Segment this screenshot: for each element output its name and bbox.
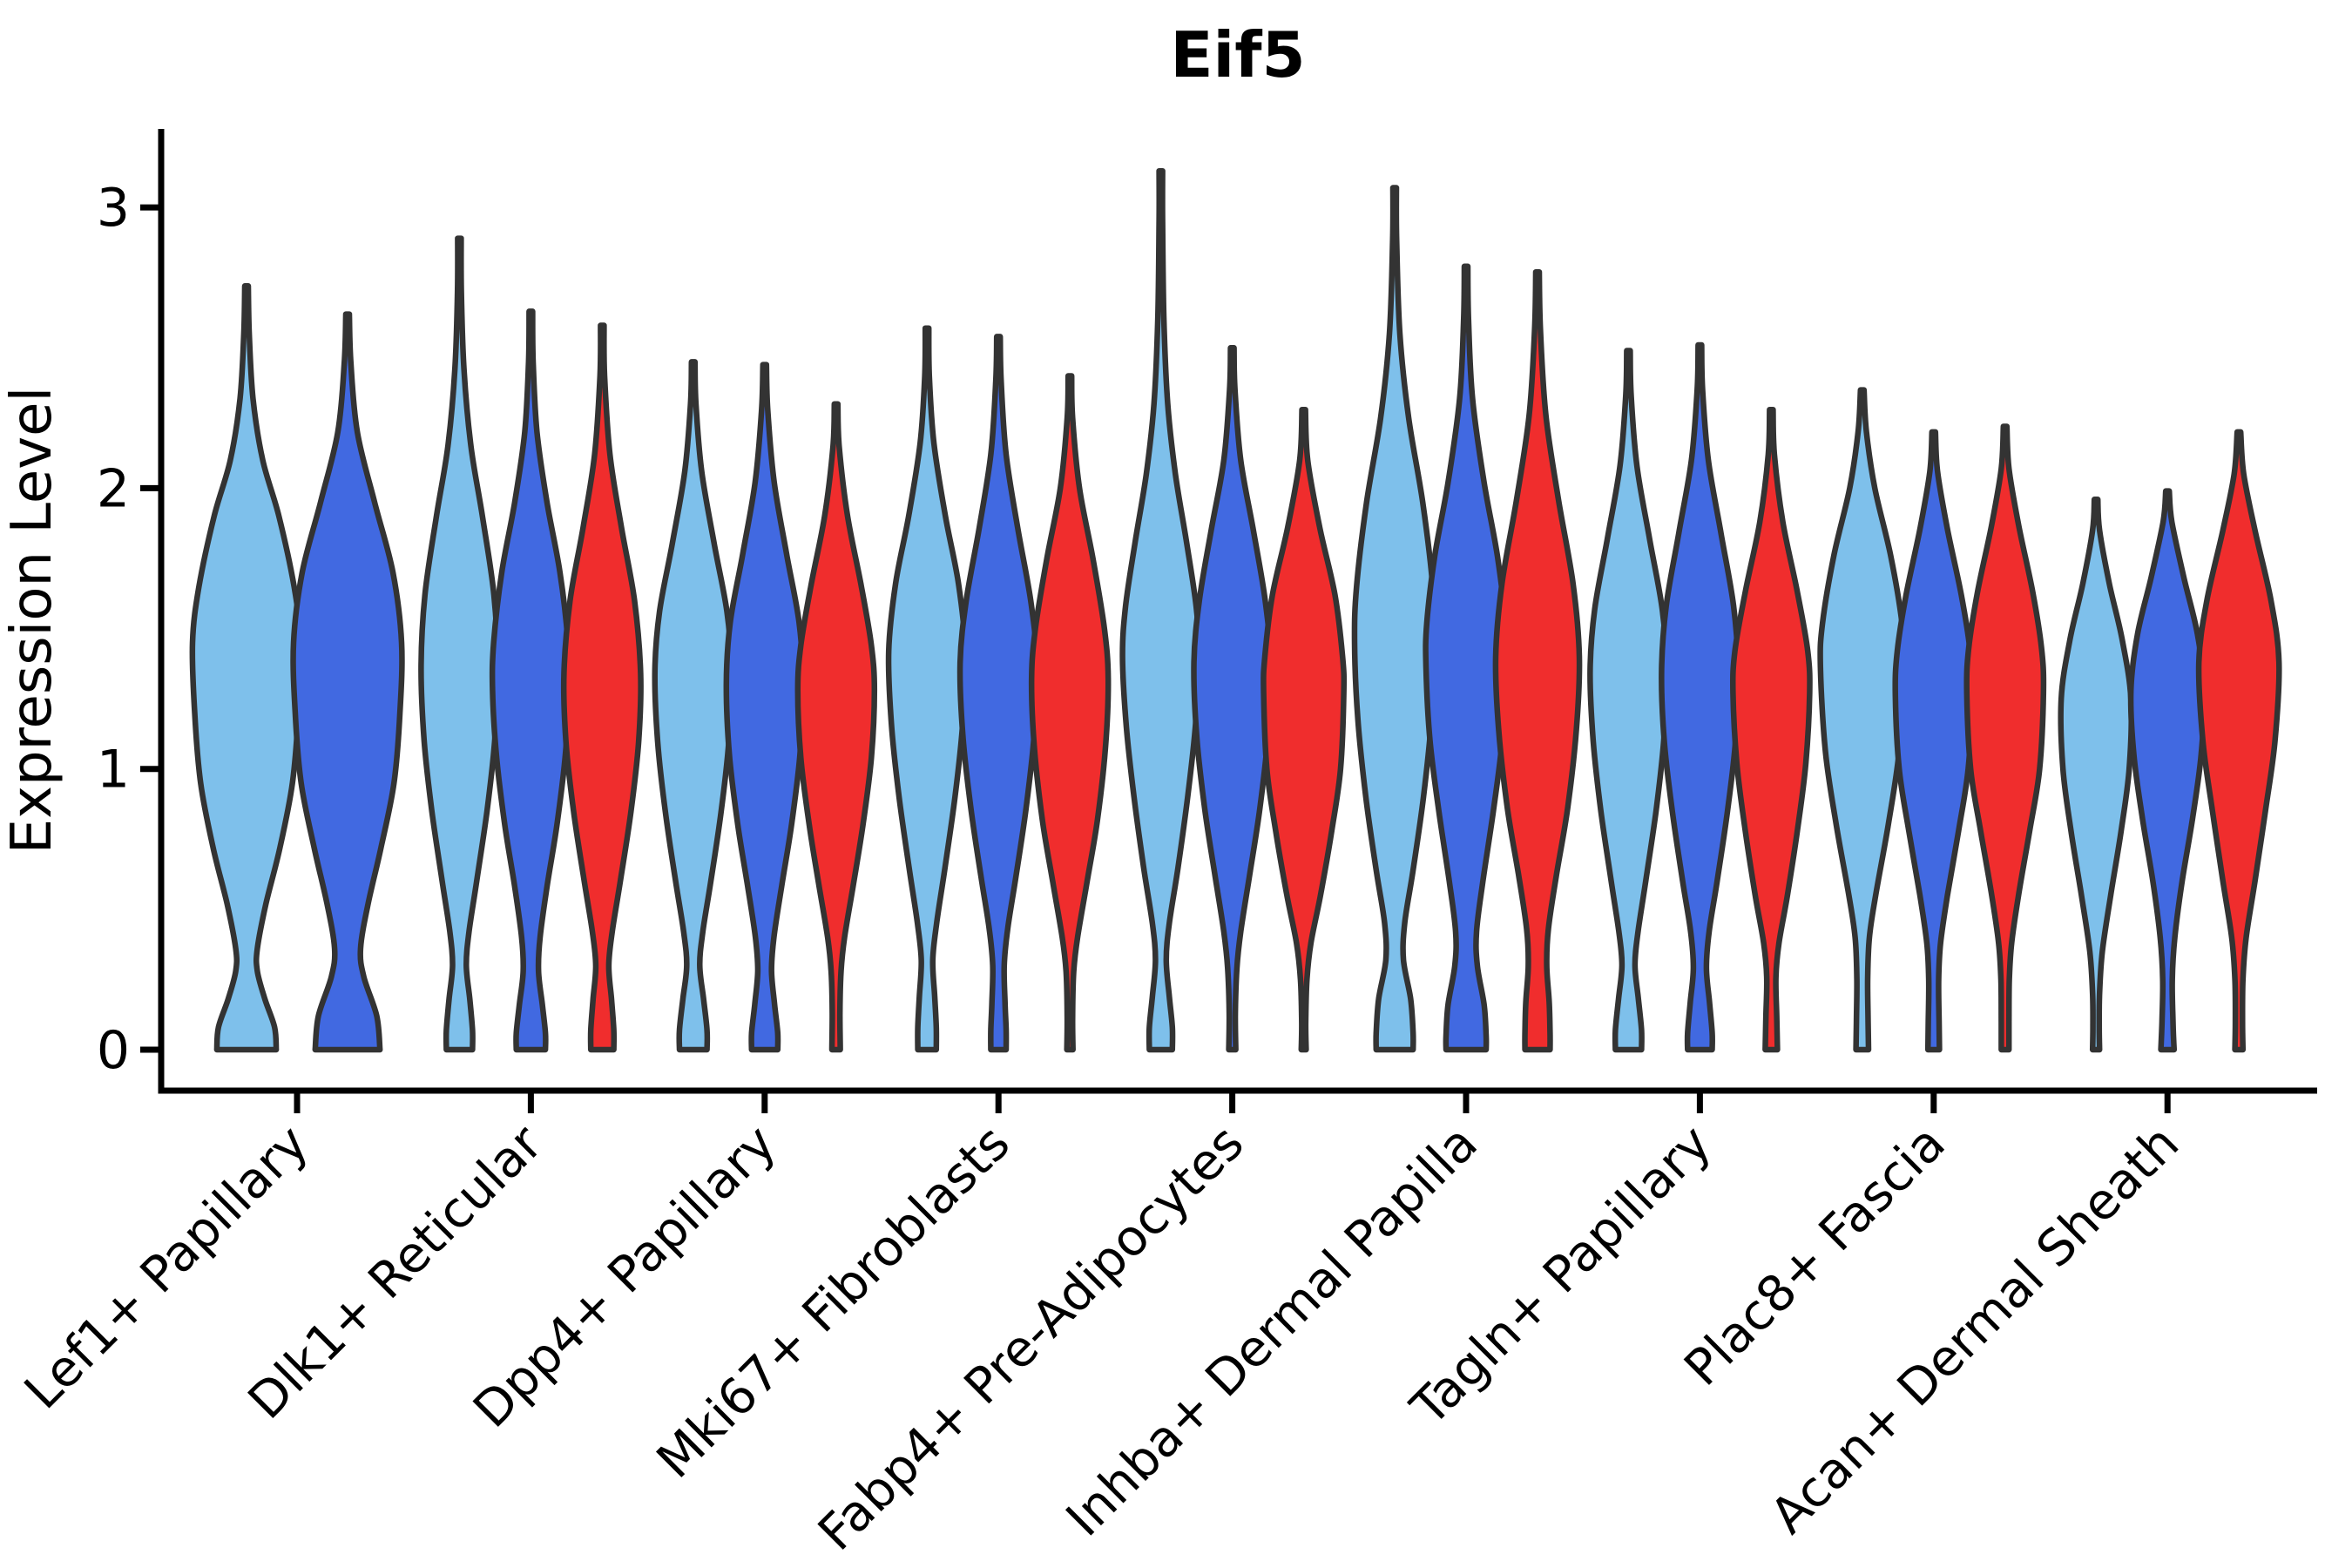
violin-dlk1-reticular-royalblue [489,308,572,1053]
y-tick-label-2: 2 [97,458,130,519]
y-tick-label-0: 0 [97,1020,130,1081]
violin-group-dpp4-papillary [652,359,878,1053]
chart-title: Eif5 [1170,18,1305,91]
violin-fabp4-pre-adipocytes-skyblue [1119,167,1202,1053]
y-axis-label: Expression Level [0,387,64,855]
violin-fabp4-pre-adipocytes-royalblue [1191,345,1274,1053]
violin-group-acan-dermal-sheath [2058,429,2282,1053]
violin-dpp4-papillary-royalblue [723,362,807,1053]
violin-inhba-dermal-papilla-red [1492,268,1583,1053]
violin-group-dlk1-reticular [418,235,644,1053]
violin-acan-dermal-sheath-royalblue [2127,488,2207,1053]
violin-plac8-fascia-royalblue [1892,429,1976,1053]
violin-inhba-dermal-papilla-skyblue [1351,185,1438,1053]
violin-acan-dermal-sheath-skyblue [2058,497,2134,1053]
violin-group-inhba-dermal-papilla [1351,185,1583,1053]
violin-dlk1-reticular-red [560,322,644,1053]
violin-mki67-fibroblasts-skyblue [885,325,969,1053]
violin-acan-dermal-sheath-red [2195,429,2282,1053]
violin-group-lef1-papillary [189,283,405,1053]
violin-group-plac8-fascia [1817,387,2047,1053]
violin-tagln-papillary-skyblue [1587,348,1670,1053]
violin-lef1-papillary-skyblue [189,283,304,1053]
violin-dlk1-reticular-skyblue [418,235,501,1053]
violin-tagln-papillary-royalblue [1659,341,1741,1053]
violin-plac8-fascia-red [1963,423,2047,1053]
violin-plac8-fascia-skyblue [1817,387,1908,1053]
x-tick-label-acan-dermal-sheath: Acan+ Dermal Sheath [1760,1114,2190,1544]
violin-dpp4-papillary-skyblue [652,359,735,1053]
x-tick-label-inhba-dermal-papilla: Inhba+ Dermal Papilla [1056,1114,1489,1547]
violin-dpp4-papillary-red [794,401,878,1053]
violin-lef1-papillary-royalblue [290,311,405,1053]
violin-tagln-papillary-red [1730,406,1813,1053]
violin-mki67-fibroblasts-royalblue [956,334,1040,1053]
x-tick-label-fabp4-pre-adipocytes: Fabp4+ Pre-Adipocytes [808,1114,1254,1561]
violin-group-fabp4-pre-adipocytes [1119,167,1348,1053]
y-tick-label-1: 1 [97,740,130,801]
violins-layer [189,167,2282,1053]
violin-group-tagln-papillary [1587,341,1813,1053]
violin-group-mki67-fibroblasts [885,325,1112,1053]
violin-fabp4-pre-adipocytes-red [1260,406,1348,1053]
violin-mki67-fibroblasts-red [1028,373,1112,1053]
y-tick-label-3: 3 [97,178,130,239]
